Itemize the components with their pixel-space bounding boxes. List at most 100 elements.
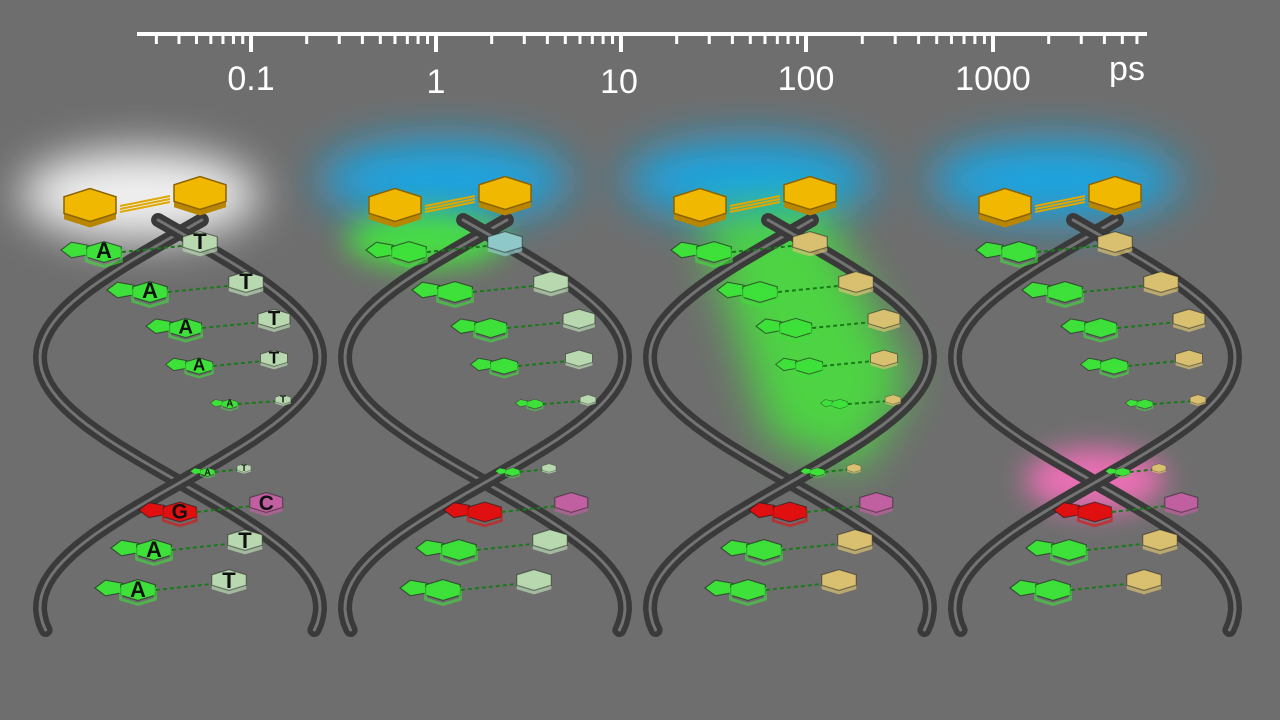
hydrogen-bond [196,505,250,513]
backbone-highlight [343,218,627,632]
hydrogen-bond [476,543,533,551]
hydrogen-bond [824,468,847,473]
backbone-highlight [648,218,932,632]
adenine-base [1105,467,1131,479]
adenine-base [975,240,1038,268]
adenine-base [106,280,169,308]
guanine-base [748,501,808,528]
thymine-base [792,230,828,257]
base-letter-t: T [241,463,247,473]
adenine-base [1125,399,1154,412]
thymine-base [1175,349,1203,370]
hydrogen-bond [213,360,261,367]
thymine-base [532,528,568,555]
base-letter-a: A [146,537,162,562]
adenine-base [716,280,779,308]
adenine-base [164,357,214,379]
thymine-base [211,568,247,595]
thymine-base [228,270,264,297]
base-letter-g: G [172,501,188,524]
tick-label-1000: 1000 [955,60,1031,98]
hydrogen-bond [781,543,838,551]
hydrogen-bond [518,360,566,367]
hydrogen-bond [823,360,871,367]
hydrogen-bond [1152,400,1190,405]
time-axis: 0.1 1 10 100 1000 ps [137,32,1147,101]
base-letter-t: T [239,269,253,294]
hydrogen-bond [1129,468,1152,473]
dna-panels: A T A T A T A T A T A T G C A T A T [20,140,1243,637]
thymine-base [821,568,857,595]
hydrogen-bond [1086,543,1143,551]
tick-label-100: 100 [778,60,835,98]
stilbene-linker [673,175,837,228]
tick-label-10: 10 [600,63,638,101]
adenine-base [1009,578,1072,606]
adenine-base [411,280,474,308]
base-letter-a: A [226,399,233,410]
guanine-base [442,501,503,528]
adenine-base [415,538,478,566]
thymine-base [541,463,557,474]
base-letter-c: C [259,492,274,515]
hydrogen-bond [731,245,793,253]
thymine-base [274,394,292,406]
backbone-highlight [343,218,627,632]
adenine-base [515,399,544,412]
thymine-base [182,230,218,257]
hydrogen-bond [507,321,563,329]
cytosine-base [554,492,589,517]
thymine-base [516,568,552,595]
hydrogen-bond [1111,505,1165,513]
hydrogen-bond [812,321,868,329]
base-letter-t: T [280,395,286,406]
thymine-base [837,528,873,555]
adenine-base [704,578,767,606]
thymine-base [1142,528,1178,555]
hydrogen-bond [171,543,228,551]
thymine-base [1126,568,1162,595]
thymine-base [1143,270,1179,297]
hydrogen-bond [155,583,212,591]
adenine-base [1025,538,1088,566]
adenine-base [820,399,849,412]
tick-label-0-1: 0.1 [227,60,274,98]
base-letter-a: A [178,317,193,339]
hydrogen-bond [1036,245,1098,253]
thymine-base [562,308,596,332]
base-letter-t: T [268,308,281,330]
backbone-highlight [38,218,322,632]
base-letter-a: A [193,355,205,375]
adenine-base [145,317,203,343]
thymine-base [260,349,288,370]
adenine-base [399,578,462,606]
base-letter-t: T [238,528,252,553]
adenine-base [209,399,239,412]
thymine-base [236,463,252,474]
hydrogen-bond [501,505,555,513]
dna-panel-4 [930,140,1243,637]
time-unit-label: ps [1109,50,1145,88]
stilbene-linker [978,175,1142,228]
hydrogen-bond [426,245,488,253]
adenine-base [1060,317,1118,343]
thymine-base [579,394,597,406]
thymine-base [1172,308,1206,332]
hydrogen-bond [519,468,542,473]
hydrogen-bond [1082,285,1144,293]
base-letter-t: T [193,229,207,254]
adenine-base [60,240,123,268]
thymine-base [846,463,862,474]
adenine-base [365,240,428,268]
base-letter-t: T [222,568,236,593]
guanine-base [1053,501,1113,528]
stilbene-linker [63,175,227,228]
hydrogen-bond [472,285,534,293]
thymine-base [867,308,901,332]
adenine-base [110,538,173,566]
hydrogen-bond [121,245,183,253]
thymine-base [1097,230,1133,257]
thymine-base [565,349,593,370]
time-axis-ticks [154,34,1139,52]
base-letter-t: T [269,348,280,368]
